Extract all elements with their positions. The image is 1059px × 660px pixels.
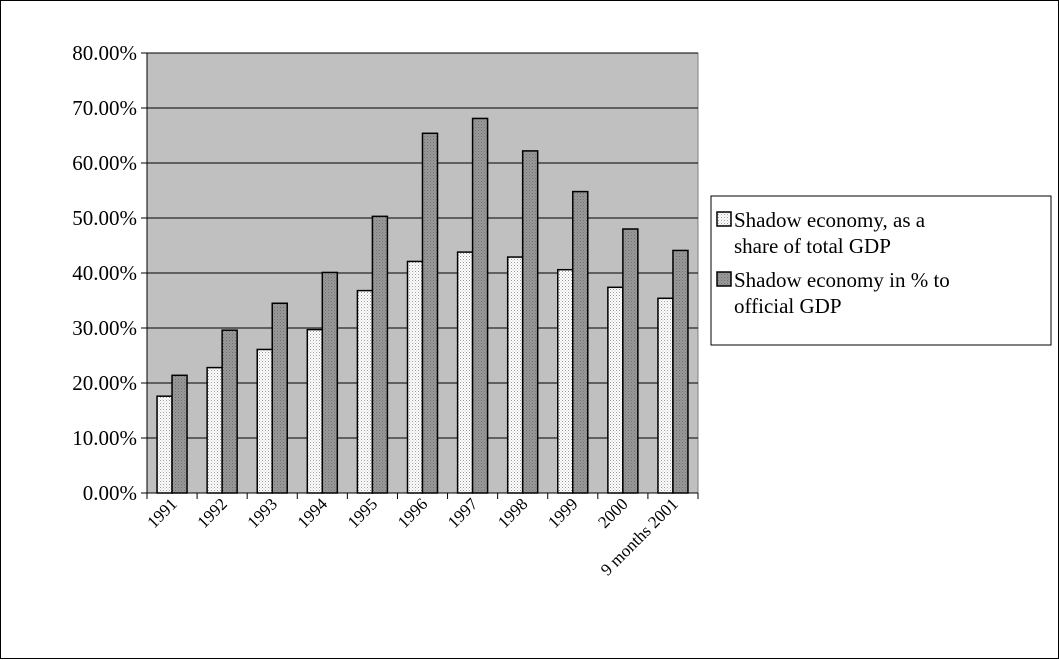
x-category-label: 1995 [344,494,381,531]
bar-percent-of-official-gdp [221,329,238,494]
bar-share-of-total-gdp [657,297,674,494]
y-tick-label: 70.00% [72,96,137,120]
legend-swatch [716,271,732,287]
bar-percent-of-official-gdp [572,190,589,494]
y-tick-label: 0.00% [83,481,137,505]
legend-label: Shadow economy in % to [734,268,950,292]
legend-label: official GDP [734,294,842,318]
legend-label: Shadow economy, as a [734,208,926,232]
y-tick-label: 20.00% [72,371,137,395]
bar-share-of-total-gdp [506,256,524,494]
x-category-label: 1994 [294,494,332,532]
y-tick-label: 60.00% [72,151,137,175]
bar-percent-of-official-gdp [421,132,439,494]
bar-share-of-total-gdp [406,260,424,494]
y-tick-label: 40.00% [72,261,137,285]
x-category-label: 1998 [494,494,531,531]
x-category-label: 1993 [244,494,281,531]
y-tick-label: 50.00% [72,206,137,230]
y-tick-label: 10.00% [72,426,137,450]
bar-percent-of-official-gdp [672,249,689,494]
bar-share-of-total-gdp [456,251,474,494]
bar-share-of-total-gdp [156,395,173,494]
bar-share-of-total-gdp [256,348,273,494]
x-category-label: 1999 [544,494,581,531]
x-category-label: 1991 [143,494,180,531]
bar-percent-of-official-gdp [271,302,288,494]
y-tick-label: 30.00% [72,316,137,340]
bar-share-of-total-gdp [607,286,624,494]
bar-percent-of-official-gdp [371,215,389,494]
x-category-label: 1997 [444,494,482,532]
bar-share-of-total-gdp [306,328,324,494]
bar-percent-of-official-gdp [521,150,539,494]
bar-share-of-total-gdp [206,366,223,494]
bar-share-of-total-gdp [356,289,374,494]
bar-percent-of-official-gdp [321,271,339,494]
legend-swatch [716,211,732,227]
bar-share-of-total-gdp [557,268,574,494]
bar-percent-of-official-gdp [622,228,639,494]
x-category-label: 1996 [394,494,431,531]
y-tick-label: 80.00% [72,41,137,65]
legend-box [710,195,1052,346]
bar-percent-of-official-gdp [171,374,188,494]
x-category-label: 2000 [594,494,631,531]
bar-percent-of-official-gdp [471,117,489,494]
legend-label: share of total GDP [734,234,891,258]
x-category-label: 1992 [193,494,230,531]
